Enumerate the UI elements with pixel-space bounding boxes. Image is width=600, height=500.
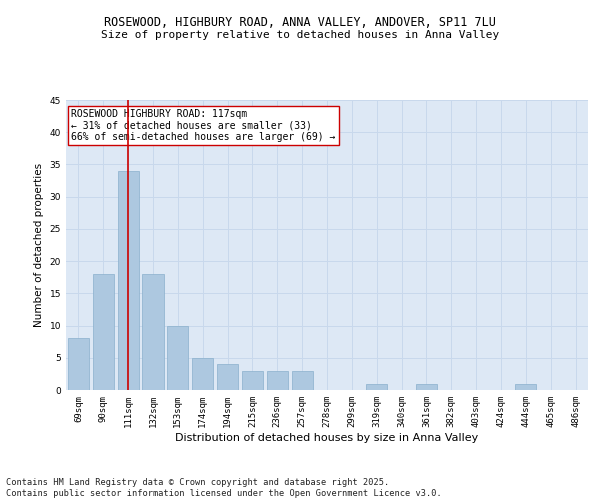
Y-axis label: Number of detached properties: Number of detached properties <box>34 163 44 327</box>
Bar <box>142 274 164 390</box>
Text: ROSEWOOD HIGHBURY ROAD: 117sqm
← 31% of detached houses are smaller (33)
66% of : ROSEWOOD HIGHBURY ROAD: 117sqm ← 31% of … <box>71 108 335 142</box>
Text: Contains HM Land Registry data © Crown copyright and database right 2025.
Contai: Contains HM Land Registry data © Crown c… <box>6 478 442 498</box>
Bar <box>366 384 387 390</box>
Text: Size of property relative to detached houses in Anna Valley: Size of property relative to detached ho… <box>101 30 499 40</box>
Bar <box>292 370 313 390</box>
Bar <box>267 370 288 390</box>
Bar <box>217 364 238 390</box>
Text: ROSEWOOD, HIGHBURY ROAD, ANNA VALLEY, ANDOVER, SP11 7LU: ROSEWOOD, HIGHBURY ROAD, ANNA VALLEY, AN… <box>104 16 496 29</box>
Bar <box>118 171 139 390</box>
Bar <box>242 370 263 390</box>
Bar <box>515 384 536 390</box>
Bar <box>68 338 89 390</box>
Bar <box>93 274 114 390</box>
Bar <box>167 326 188 390</box>
Bar <box>416 384 437 390</box>
X-axis label: Distribution of detached houses by size in Anna Valley: Distribution of detached houses by size … <box>175 432 479 442</box>
Bar <box>192 358 213 390</box>
